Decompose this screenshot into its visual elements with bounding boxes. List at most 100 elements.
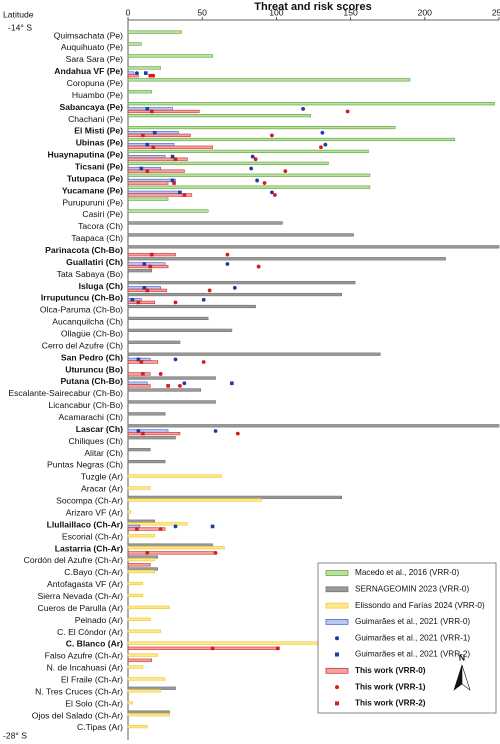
bar — [127, 54, 213, 58]
legend: Macedo et al., 2016 (VRR-0) SERNAGEOMIN 2… — [317, 562, 497, 714]
dot-marker — [135, 71, 139, 75]
category-label: Quimsachata (Pe) — [54, 30, 123, 40]
latitude-top: -14° S — [8, 22, 32, 32]
bar — [127, 137, 455, 142]
dot-marker — [249, 166, 254, 171]
category-label: Alitar (Ch) — [84, 448, 123, 458]
dot-marker — [255, 178, 260, 183]
bar — [127, 569, 156, 574]
category-label: Cerro del Azufre (Ch) — [42, 340, 123, 350]
category-label: El Fraile (Ch-Ar) — [61, 674, 123, 684]
dot-marker — [232, 285, 237, 290]
bar — [127, 400, 216, 404]
dot-marker — [178, 383, 182, 388]
bar — [127, 424, 500, 428]
square-marker — [141, 133, 145, 138]
square-marker — [182, 193, 187, 197]
category-label: Peinado (Ar) — [75, 615, 123, 625]
bar — [127, 459, 166, 464]
bar — [127, 495, 342, 499]
bar — [127, 558, 156, 562]
bar — [127, 109, 200, 114]
bar — [127, 157, 188, 161]
bar — [127, 78, 411, 82]
square-marker — [210, 524, 215, 529]
square-marker — [141, 372, 145, 376]
bar — [127, 316, 209, 321]
dot-marker — [283, 169, 288, 174]
bar — [127, 300, 156, 304]
bar — [127, 713, 170, 717]
category-label: Lascar (Ch) — [76, 424, 123, 434]
category-label: Llullaillaco (Ch-Ar) — [47, 519, 124, 529]
category-label: Socompa (Ch-Ar) — [56, 496, 123, 506]
bar — [127, 328, 233, 332]
category-label: Arizaro VF (Ar) — [66, 507, 123, 517]
x-tick-label: 50 — [197, 7, 207, 17]
bar — [127, 197, 169, 201]
bar — [127, 658, 153, 662]
square-marker — [142, 286, 147, 290]
x-tick-label: 200 — [418, 7, 433, 17]
bar — [127, 304, 256, 309]
bar — [127, 166, 161, 171]
bar — [127, 71, 135, 75]
bar — [127, 543, 213, 547]
dot-marker — [182, 381, 187, 386]
bar — [127, 519, 156, 523]
square-marker — [139, 166, 144, 171]
dot-marker — [225, 262, 230, 266]
square-marker — [170, 154, 175, 159]
category-label: Aucanquilcha (Ch) — [52, 317, 123, 327]
category-label: El Solo (Ch-Ar) — [65, 698, 123, 708]
bar — [127, 551, 216, 555]
dot-marker — [173, 357, 178, 362]
legend-swatch — [325, 602, 349, 609]
dot-marker — [320, 130, 325, 135]
category-label: Yucamane (Pe) — [62, 185, 123, 195]
square-marker — [152, 130, 157, 135]
bar — [127, 102, 495, 106]
bar — [127, 546, 225, 550]
square-marker — [151, 145, 156, 150]
bar — [127, 133, 191, 137]
bar — [127, 173, 371, 177]
category-label: N. de Incahuasi (Ar) — [47, 663, 124, 673]
bar — [127, 221, 283, 225]
square-marker — [142, 262, 147, 266]
category-label: Licancabur (Ch-Bo) — [48, 400, 123, 410]
category-label: Andahua VF (Pe) — [54, 66, 123, 76]
category-label: Cordón del Azufre (Ch-Ar) — [24, 555, 123, 565]
bar — [127, 567, 158, 571]
category-label: Cueros de Parulla (Ar) — [38, 603, 124, 613]
square-marker — [148, 264, 153, 269]
bar — [127, 665, 144, 669]
square-marker — [135, 527, 139, 531]
category-label: Irruputuncu (Ch-Bo) — [41, 293, 123, 303]
bar — [127, 686, 176, 690]
bar — [127, 352, 381, 356]
square-marker — [141, 431, 145, 436]
dot-marker — [256, 264, 261, 269]
north-label: N — [459, 652, 465, 662]
bar — [127, 593, 144, 598]
category-label: Auquihuato (Pe) — [61, 42, 123, 52]
category-label: C.Bayo (Ch-Ar) — [64, 567, 123, 577]
bar — [127, 384, 151, 388]
square-marker — [130, 297, 135, 302]
latitude-label: Latitude — [3, 9, 34, 19]
dot-marker — [319, 145, 323, 150]
legend-swatch — [335, 685, 339, 690]
legend-swatch — [325, 667, 349, 674]
category-label: Lastarria (Ch-Ar) — [55, 543, 123, 553]
bar — [127, 209, 209, 213]
category-label: Escalante-Sairecabur (Ch-Bo) — [8, 388, 123, 398]
bar — [127, 245, 500, 249]
square-marker — [144, 71, 148, 75]
category-label: Isluga (Ch) — [79, 281, 124, 291]
bar — [127, 145, 213, 149]
bar — [127, 292, 342, 297]
dot-marker — [301, 106, 306, 111]
dot-marker — [207, 288, 212, 293]
legend-label: SERNAGEOMIN 2023 (VRR-0) — [355, 584, 469, 593]
